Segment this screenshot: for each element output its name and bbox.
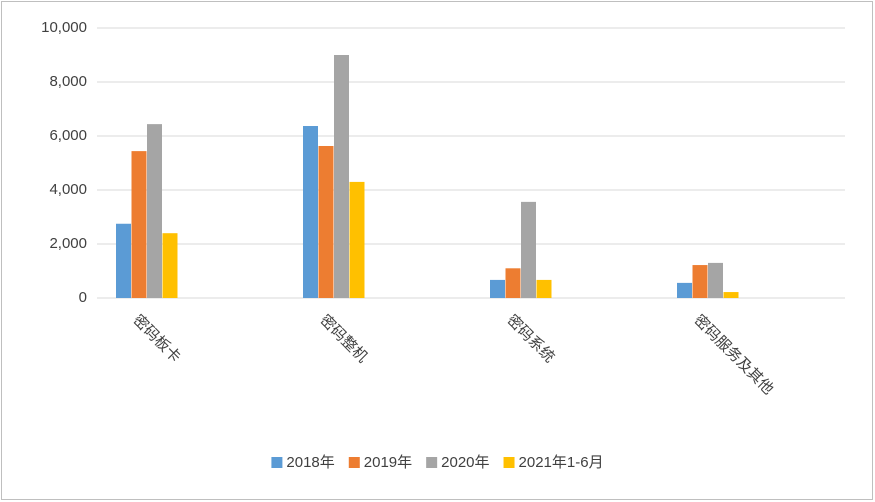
bar [147,124,162,299]
bar [536,279,552,298]
legend-label: 2018年 [286,454,334,471]
bar [723,292,739,298]
y-tick-label: 4,000 [49,181,87,198]
bar [116,223,131,298]
bar [131,151,147,298]
y-tick-label: 8,000 [49,73,87,90]
bar [334,55,349,298]
bar [162,233,178,298]
bar [692,265,708,298]
y-tick-label: 10,000 [41,19,87,36]
legend: 2018年 2019年 2020年 2021年1-6月 [271,454,604,471]
bar [303,126,318,298]
bar [349,181,365,298]
legend-swatch [503,457,515,468]
legend-swatch [348,457,360,468]
legend-label: 2020年 [441,454,489,471]
y-tick-label: 0 [79,289,87,306]
y-tick-label: 2,000 [49,235,87,252]
bar [708,262,723,298]
bar [318,145,334,298]
legend-label: 2021年1-6月 [519,454,604,471]
legend-swatch [271,457,283,468]
legend-label: 2019年 [364,454,412,471]
bar [505,268,521,298]
bar [490,279,505,298]
y-tick-label: 6,000 [49,127,87,144]
legend-swatch [426,457,438,468]
bar [677,282,692,298]
bar [521,201,536,298]
